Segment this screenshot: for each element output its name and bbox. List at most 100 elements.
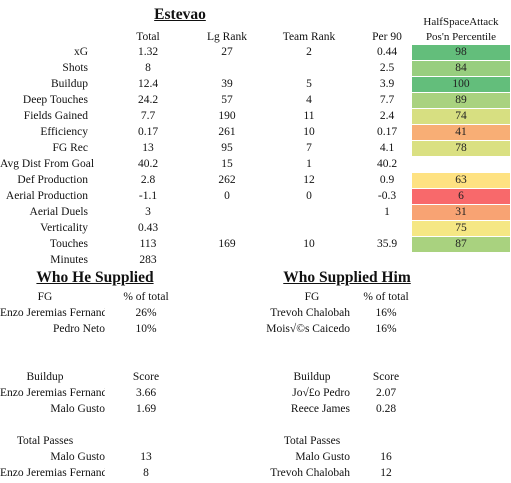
supplied-him-buildup-value: 2.07 <box>375 387 397 399</box>
percentile-cell: 89 <box>412 93 510 108</box>
stat-team-rank: 7 <box>306 142 312 154</box>
stat-total: 0.17 <box>137 126 159 138</box>
supplied-him-passes-value: 16 <box>380 451 392 463</box>
stat-team-rank: 0 <box>306 190 312 202</box>
stat-team-rank: 4 <box>306 94 312 106</box>
he-supplied-fg-value-header: % of total <box>123 291 169 303</box>
stat-total: 283 <box>139 254 157 266</box>
supplied-him-passes-header: Total Passes <box>283 435 341 447</box>
stat-label: FG Rec <box>52 142 88 154</box>
stat-total: 13 <box>142 142 154 154</box>
stat-team-rank: 11 <box>303 110 315 122</box>
who-he-supplied-title: Who He Supplied <box>36 269 154 286</box>
percentile-cell: 75 <box>412 221 510 236</box>
stat-label: Buildup <box>50 78 88 90</box>
stat-total: 12.4 <box>137 78 159 90</box>
stat-label: Shots <box>62 62 88 74</box>
stat-lg-rank: 39 <box>221 78 233 90</box>
stat-total: 0.43 <box>137 222 159 234</box>
he-supplied-passes-value: 8 <box>143 467 149 479</box>
stat-per90: -0.3 <box>377 190 397 202</box>
stat-label: Deep Touches <box>22 94 88 106</box>
stat-label: Minutes <box>50 254 88 266</box>
stat-per90: 0.17 <box>376 126 398 138</box>
stat-per90: 3.9 <box>379 78 395 90</box>
stat-total: 113 <box>139 238 157 250</box>
stat-label: Efficiency <box>40 126 88 138</box>
he-supplied-fg-value: 26% <box>135 307 157 319</box>
percentile-cell: 31 <box>412 205 510 220</box>
header-percentile-line2: Pos'n Percentile <box>425 31 497 43</box>
stat-total: 24.2 <box>137 94 159 106</box>
stat-lg-rank: 0 <box>224 190 230 202</box>
stat-total: 40.2 <box>137 158 159 170</box>
supplied-him-fg-value: 16% <box>375 323 397 335</box>
supplied-him-passes-player: Trevoh Chalobah <box>270 467 350 479</box>
stat-per90: 7.7 <box>379 94 395 106</box>
stat-lg-rank: 261 <box>218 126 236 138</box>
stat-label: Avg Dist From Goal <box>0 158 95 170</box>
stat-lg-rank: 15 <box>221 158 233 170</box>
stat-label: Aerial Production <box>5 190 88 202</box>
stat-label: Def Production <box>17 174 88 186</box>
supplied-him-passes-value: 12 <box>380 467 392 479</box>
stat-per90: 35.9 <box>376 238 398 250</box>
who-supplied-him-title: Who Supplied Him <box>283 269 411 286</box>
he-supplied-buildup-value-header: Score <box>132 371 160 383</box>
percentile-cell: 100 <box>412 77 510 92</box>
he-supplied-buildup-value: 3.66 <box>135 387 157 399</box>
stat-lg-rank: 262 <box>218 174 236 186</box>
header-lg-rank: Lg Rank <box>207 31 247 43</box>
stat-team-rank: 1 <box>306 158 312 170</box>
stat-label: Aerial Duels <box>29 206 88 218</box>
stat-lg-rank: 169 <box>218 238 236 250</box>
stat-label: xG <box>73 46 88 58</box>
stat-lg-rank: 57 <box>221 94 233 106</box>
he-supplied-fg-player: Enzo Jeremias Fernandez <box>0 307 105 319</box>
stat-lg-rank: 27 <box>221 46 233 58</box>
he-supplied-buildup-player: Malo Gusto <box>50 403 105 415</box>
stat-total: 7.7 <box>140 110 156 122</box>
stat-per90: 4.1 <box>379 142 395 154</box>
stat-per90: 2.5 <box>379 62 395 74</box>
header-total: Total <box>136 31 160 43</box>
he-supplied-passes-player: Malo Gusto <box>50 451 105 463</box>
supplied-him-buildup-player: Reece James <box>290 403 350 415</box>
supplied-him-buildup-value: 0.28 <box>375 403 397 415</box>
percentile-cell: 63 <box>412 173 510 188</box>
he-supplied-buildup-value: 1.69 <box>135 403 157 415</box>
percentile-cell: 84 <box>412 61 510 76</box>
stat-team-rank: 5 <box>306 78 312 90</box>
stat-team-rank: 2 <box>306 46 312 58</box>
supplied-him-fg-value-header: % of total <box>363 291 409 303</box>
stat-per90: 1 <box>384 206 390 218</box>
supplied-him-fg-value: 16% <box>375 307 397 319</box>
stat-per90: 0.9 <box>379 174 395 186</box>
stat-team-rank: 12 <box>303 174 315 186</box>
stat-total: 8 <box>145 62 151 74</box>
supplied-him-fg-header: FG <box>304 291 320 303</box>
percentile-cell: 78 <box>412 141 510 156</box>
supplied-him-buildup-header: Buildup <box>293 371 331 383</box>
stat-label: Fields Gained <box>23 110 88 122</box>
supplied-him-fg-player: Trevoh Chalobah <box>270 307 350 319</box>
stat-total: 1.32 <box>137 46 159 58</box>
percentile-cell: 98 <box>412 45 510 60</box>
header-team-rank: Team Rank <box>282 31 336 43</box>
stat-label: Touches <box>49 238 88 250</box>
page-title: Estevao <box>154 6 206 23</box>
percentile-cell: 74 <box>412 109 510 124</box>
supplied-him-fg-player: Mois√©s Caicedo <box>266 323 350 335</box>
he-supplied-fg-value: 10% <box>135 323 157 335</box>
stat-team-rank: 10 <box>303 126 315 138</box>
he-supplied-passes-player: Enzo Jeremias Fernandez <box>0 467 105 479</box>
percentile-cell: 87 <box>412 237 510 252</box>
he-supplied-fg-player: Pedro Neto <box>52 323 105 335</box>
he-supplied-fg-header: FG <box>37 291 53 303</box>
stat-lg-rank: 190 <box>218 110 236 122</box>
header-per90: Per 90 <box>372 31 402 43</box>
stat-per90: 2.4 <box>379 110 395 122</box>
percentile-cell: 41 <box>412 125 510 140</box>
stat-lg-rank: 95 <box>221 142 233 154</box>
supplied-him-buildup-player: Jo√£o Pedro <box>292 387 350 399</box>
